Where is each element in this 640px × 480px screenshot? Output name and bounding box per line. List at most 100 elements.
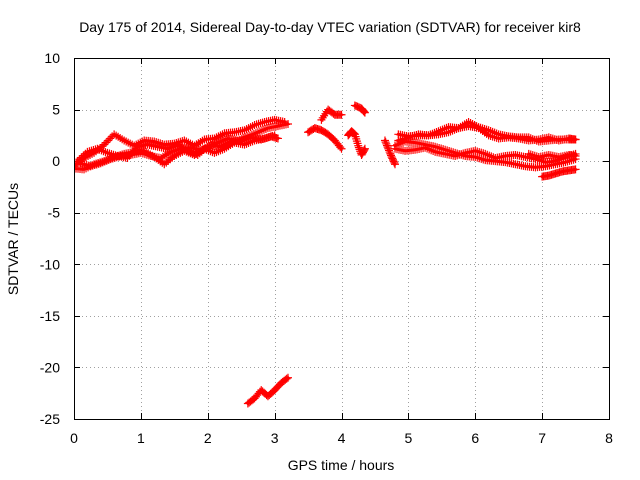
data-point (201, 144, 210, 153)
data-point (194, 139, 203, 148)
data-point (544, 133, 553, 142)
data-point (98, 158, 107, 167)
data-point (219, 141, 228, 150)
data-point (284, 373, 292, 382)
data-point (259, 134, 268, 143)
data-point (112, 153, 121, 162)
series-track-4 (76, 132, 282, 171)
series-track-5 (304, 124, 346, 153)
data-point (318, 113, 327, 122)
data-point (349, 129, 358, 138)
data-point (242, 125, 251, 134)
data-point (212, 133, 221, 142)
data-point (408, 132, 417, 141)
data-point (406, 132, 415, 141)
x-tick-label: 1 (137, 430, 145, 446)
data-point (102, 156, 111, 165)
data-point (386, 149, 395, 158)
x-tick-label: 0 (70, 430, 78, 446)
data-point (250, 121, 259, 130)
data-point (385, 148, 394, 157)
data-point (380, 136, 389, 145)
data-point (104, 136, 113, 145)
data-point (158, 152, 167, 161)
data-point (244, 138, 253, 147)
data-point (81, 149, 90, 158)
data-point (90, 161, 99, 170)
data-point (242, 139, 251, 148)
data-point (118, 135, 127, 144)
data-point (212, 148, 221, 157)
data-point (136, 148, 145, 157)
data-point (384, 146, 393, 155)
data-point (206, 147, 215, 156)
data-point (77, 153, 86, 162)
series-track-7 (350, 101, 369, 117)
y-tick-label: 10 (44, 50, 60, 66)
y-tick-label: 0 (52, 153, 60, 169)
series-track-11 (394, 122, 580, 145)
data-point (241, 135, 250, 144)
data-point (477, 148, 486, 157)
data-point (97, 146, 106, 155)
x-tick-label: 7 (538, 430, 546, 446)
data-point (122, 137, 131, 146)
data-point (473, 147, 482, 156)
data-point (83, 147, 92, 156)
data-point (453, 151, 462, 160)
data-point (160, 151, 169, 160)
data-point (482, 129, 491, 138)
data-point (239, 135, 248, 144)
data-point (452, 124, 461, 133)
data-point (425, 145, 434, 154)
data-point (404, 133, 413, 142)
data-point (170, 151, 179, 160)
data-point (475, 148, 484, 157)
data-point (80, 160, 89, 169)
data-point (360, 144, 369, 153)
data-point (391, 160, 399, 169)
data-point (85, 147, 94, 156)
data-point (524, 149, 533, 158)
data-point (160, 160, 169, 169)
data-point (106, 134, 115, 143)
data-point (383, 143, 392, 152)
data-point (457, 150, 466, 159)
data-point (174, 145, 183, 154)
data-point (101, 148, 110, 157)
data-point (251, 129, 260, 138)
data-point (144, 151, 153, 160)
y-tick-label: -20 (40, 359, 60, 375)
series-track-15 (538, 165, 580, 181)
data-point (112, 131, 121, 140)
data-point (219, 136, 228, 145)
data-point (138, 137, 147, 146)
data-point (488, 132, 497, 141)
data-point (96, 159, 105, 168)
series-track-14 (524, 149, 580, 162)
data-point (94, 159, 103, 168)
data-point (237, 136, 246, 145)
data-points (74, 101, 580, 408)
data-point (444, 128, 453, 137)
y-axis-label: SDTVAR / TECUs (5, 183, 21, 295)
data-point (354, 141, 363, 150)
data-point (359, 107, 368, 116)
data-point (317, 115, 326, 124)
data-point (214, 132, 223, 141)
data-point (360, 146, 369, 155)
data-point (382, 139, 391, 148)
data-point (180, 136, 189, 145)
data-point (142, 150, 151, 159)
data-point (164, 149, 173, 158)
x-tick-label: 5 (404, 430, 412, 446)
data-point (450, 125, 459, 134)
data-point (165, 143, 174, 152)
data-point (82, 161, 91, 170)
data-point (360, 107, 369, 116)
data-point (100, 140, 109, 149)
data-point (551, 157, 560, 166)
data-point (105, 149, 114, 158)
